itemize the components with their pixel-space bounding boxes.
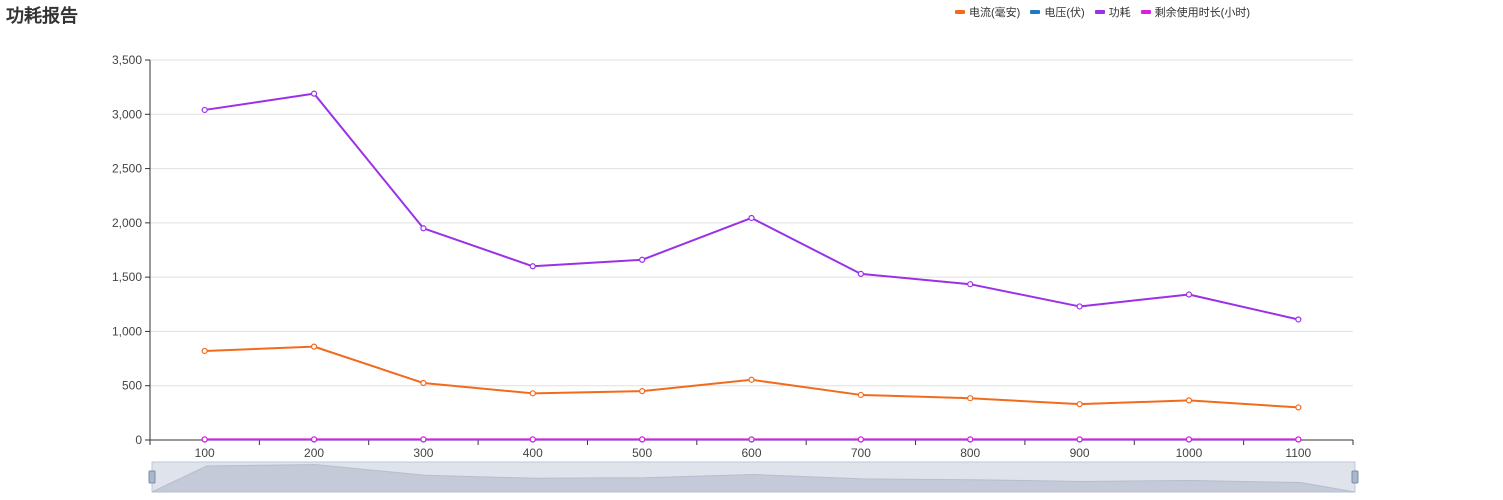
y-tick-label: 0 bbox=[135, 433, 142, 447]
y-tick-label: 500 bbox=[122, 379, 142, 393]
data-point-power[interactable] bbox=[1185, 291, 1193, 298]
zoom-handle-left[interactable] bbox=[148, 470, 156, 484]
legend-swatch-voltage bbox=[1030, 10, 1041, 14]
data-point-remaining-time[interactable] bbox=[310, 436, 318, 443]
chart-legend: 电流(毫安) 电压(伏) 功耗 剩余使用时长(小时) bbox=[955, 4, 1250, 20]
legend-item-remaining-time[interactable]: 剩余使用时长(小时) bbox=[1140, 4, 1250, 20]
x-tick-label: 700 bbox=[851, 446, 871, 460]
legend-label-remaining-time: 剩余使用时长(小时) bbox=[1154, 7, 1250, 19]
data-point-remaining-time[interactable] bbox=[857, 436, 864, 443]
data-point-power[interactable] bbox=[967, 281, 974, 288]
zoom-handle-right[interactable] bbox=[1351, 470, 1359, 484]
legend-swatch-current bbox=[955, 10, 965, 14]
legend-label-current: 电流(毫安) bbox=[969, 7, 1021, 19]
data-point-power[interactable] bbox=[639, 256, 646, 263]
y-tick-label: 2,000 bbox=[112, 216, 142, 230]
y-tick-label: 3,500 bbox=[112, 53, 142, 67]
data-point-remaining-time[interactable] bbox=[1295, 436, 1302, 443]
data-point-current[interactable] bbox=[420, 379, 427, 387]
data-point-power[interactable] bbox=[529, 263, 536, 270]
legend-swatch-power bbox=[1094, 10, 1105, 14]
data-point-remaining-time[interactable] bbox=[529, 436, 536, 443]
data-point-current[interactable] bbox=[529, 390, 536, 397]
y-tick-label: 1,500 bbox=[112, 270, 142, 284]
data-point-power[interactable] bbox=[857, 270, 864, 277]
data-point-current[interactable] bbox=[201, 347, 208, 355]
data-point-remaining-time[interactable] bbox=[1076, 436, 1083, 443]
data-point-power[interactable] bbox=[310, 90, 318, 97]
data-point-power[interactable] bbox=[420, 225, 427, 232]
y-tick-label: 2,500 bbox=[112, 162, 142, 176]
data-point-power[interactable] bbox=[1295, 316, 1302, 323]
x-tick-label: 800 bbox=[960, 446, 980, 460]
x-tick-label: 500 bbox=[632, 446, 652, 460]
y-tick-label: 1,000 bbox=[112, 324, 142, 338]
x-tick-label: 1100 bbox=[1285, 446, 1311, 460]
legend-item-power[interactable]: 功耗 bbox=[1094, 4, 1131, 20]
x-tick-label: 100 bbox=[195, 446, 215, 460]
series-line-power bbox=[204, 92, 1299, 321]
data-point-current[interactable] bbox=[857, 391, 864, 399]
data-point-current[interactable] bbox=[1076, 401, 1083, 408]
data-point-remaining-time[interactable] bbox=[967, 436, 974, 443]
data-point-remaining-time[interactable] bbox=[1185, 436, 1193, 443]
x-tick-label: 300 bbox=[413, 446, 433, 460]
data-point-remaining-time[interactable] bbox=[420, 436, 427, 443]
x-tick-label: 1000 bbox=[1176, 446, 1203, 460]
x-tick-label: 600 bbox=[741, 446, 761, 460]
data-point-current[interactable] bbox=[748, 376, 755, 383]
data-point-power[interactable] bbox=[201, 106, 208, 114]
legend-swatch-remaining-time bbox=[1140, 10, 1151, 14]
data-point-current[interactable] bbox=[310, 343, 318, 350]
data-point-current[interactable] bbox=[1185, 397, 1193, 404]
x-tick-label: 200 bbox=[304, 446, 324, 460]
legend-label-power: 功耗 bbox=[1108, 7, 1131, 19]
y-tick-label: 3,000 bbox=[112, 107, 142, 121]
legend-item-current[interactable]: 电流(毫安) bbox=[955, 4, 1020, 20]
data-point-current[interactable] bbox=[639, 388, 646, 395]
legend-label-voltage: 电压(伏) bbox=[1044, 7, 1085, 19]
data-point-current[interactable] bbox=[1295, 404, 1302, 411]
data-point-remaining-time[interactable] bbox=[201, 436, 208, 443]
data-point-remaining-time[interactable] bbox=[748, 436, 755, 443]
x-tick-label: 400 bbox=[523, 446, 543, 460]
x-tick-label: 900 bbox=[1070, 446, 1090, 460]
page-title: 功耗报告 bbox=[6, 6, 78, 26]
data-point-current[interactable] bbox=[967, 395, 974, 402]
data-point-power[interactable] bbox=[748, 214, 755, 222]
data-point-power[interactable] bbox=[1076, 303, 1083, 310]
zoom-slider-preview bbox=[151, 464, 1356, 493]
legend-item-voltage[interactable]: 电压(伏) bbox=[1030, 4, 1085, 20]
data-point-remaining-time[interactable] bbox=[639, 436, 646, 443]
